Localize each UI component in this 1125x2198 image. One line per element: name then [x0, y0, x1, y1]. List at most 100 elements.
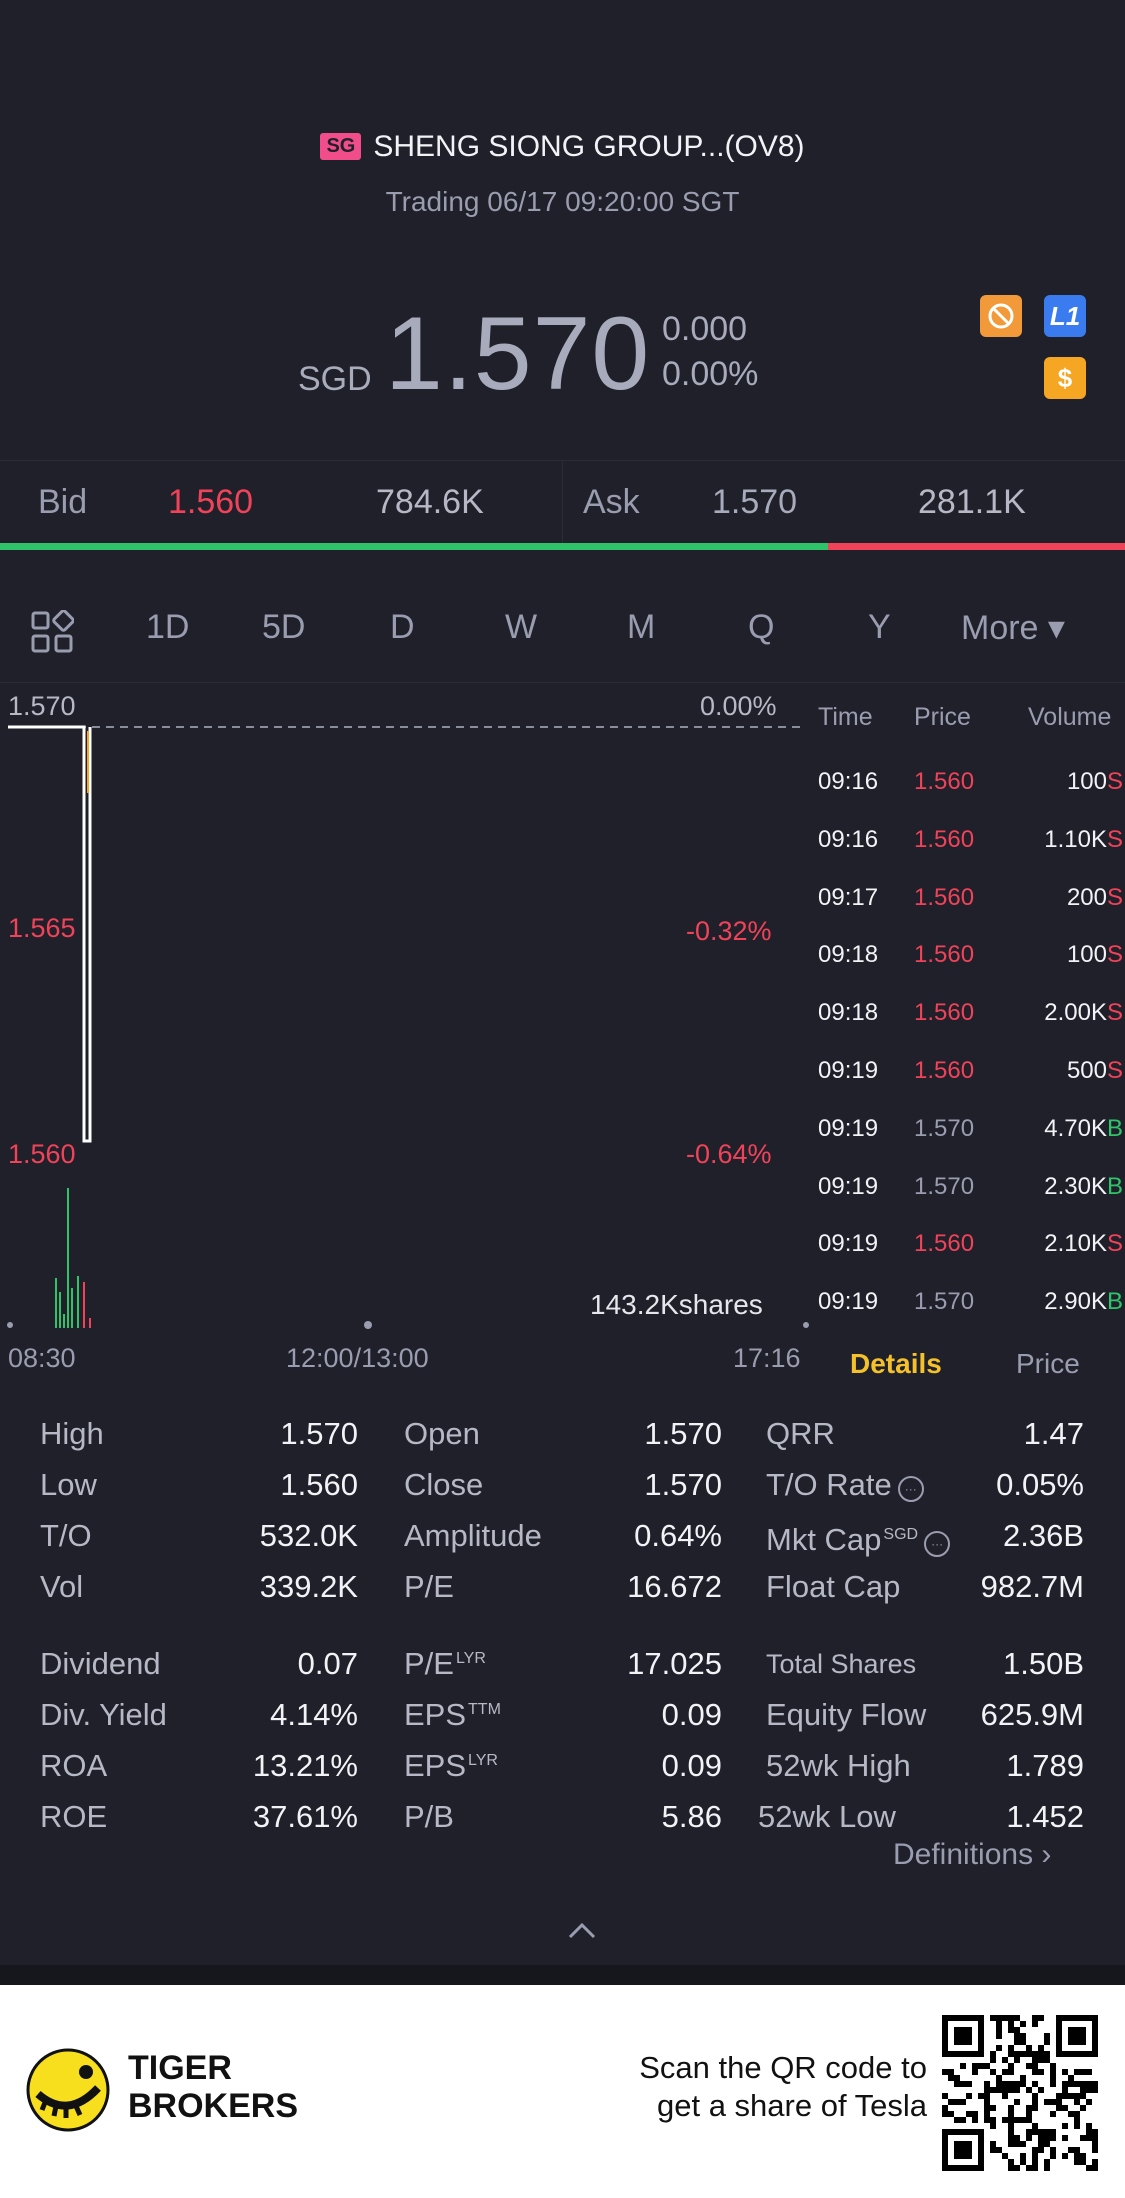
- stat-total-shares-label: Total Shares: [766, 1649, 917, 1679]
- stat-turnover-value: 532.0K: [259, 1518, 358, 1553]
- trade-row: 09:19 1.570 2.90K B: [810, 1288, 1125, 1346]
- price-line: [8, 725, 92, 1143]
- stat-qrr-label: QRR: [766, 1416, 835, 1451]
- brand-line-1: TIGER: [128, 2049, 232, 2087]
- trade-price: 1.560: [914, 941, 975, 969]
- tab-price[interactable]: Price: [1016, 1348, 1080, 1379]
- stat-high-label: High: [40, 1416, 104, 1451]
- stat-volume-label: Vol: [40, 1569, 84, 1604]
- stat-to-rate-name: T/O Rate: [766, 1467, 892, 1502]
- trade-time: 09:19: [818, 1230, 879, 1258]
- stat-roe-value: 37.61%: [252, 1799, 358, 1834]
- promo-line-1: Scan the QR code to: [639, 2050, 927, 2085]
- stat-pe-value: 16.672: [627, 1569, 722, 1604]
- stock-name: SHENG SIONG GROUP...(OV8): [373, 130, 805, 163]
- stat-div-yield-value: 4.14%: [270, 1697, 358, 1732]
- chart-svg: [7, 725, 809, 1329]
- promo-footer: TIGER BROKERS Scan the QR code to get a …: [0, 1985, 1125, 2198]
- intraday-chart[interactable]: 1.570 0.00% 1.565 -0.32% 1.560 -0.64% 14…: [0, 682, 810, 1373]
- layout-grid-icon[interactable]: [30, 609, 75, 659]
- stat-total-shares-value: 1.50B: [1002, 1646, 1084, 1681]
- stat-qrr-value: 1.47: [1023, 1416, 1084, 1451]
- trade-side: S: [1106, 825, 1123, 853]
- stat-volume-value: 339.2K: [259, 1569, 358, 1604]
- stat-eps-lyr-name: EPS: [404, 1748, 467, 1783]
- trade-volume: 100: [1066, 941, 1107, 969]
- stat-turnover-label: T/O: [40, 1518, 92, 1553]
- qr-code-icon[interactable]: [942, 2015, 1098, 2176]
- trade-price: 1.560: [914, 999, 975, 1027]
- tiger-logo-icon: [26, 2048, 110, 2137]
- stat-low-label: Low: [40, 1467, 97, 1502]
- volume-bars: [55, 1188, 91, 1328]
- tab-week[interactable]: W: [505, 608, 538, 646]
- bid-label: Bid: [38, 483, 88, 521]
- definitions-link[interactable]: Definitions ›: [893, 1838, 1051, 1872]
- stat-eps-ttm-name: EPS: [404, 1697, 467, 1732]
- ask-volume-bar: [828, 543, 1125, 550]
- stat-52wk-low-label: 52wk Low: [758, 1799, 896, 1834]
- stat-mktcap-name: Mkt Cap: [766, 1522, 882, 1557]
- trade-price: 1.560: [914, 768, 975, 795]
- trade-row: 09:19 1.570 2.30K B: [810, 1173, 1125, 1231]
- chevron-up-icon[interactable]: [562, 1915, 602, 1945]
- trade-volume: 2.10K: [1044, 1230, 1107, 1258]
- tab-month[interactable]: M: [627, 608, 656, 646]
- tab-quarter[interactable]: Q: [748, 608, 775, 646]
- trade-row: 09:18 1.560 2.00K S: [810, 999, 1125, 1057]
- trade-side: B: [1106, 1114, 1123, 1142]
- price-low-label: 1.560: [8, 1139, 76, 1169]
- info-icon[interactable]: ···: [897, 1476, 924, 1502]
- trading-status: Trading 06/17 09:20:00 SGT: [385, 186, 740, 217]
- pct-low-label: -0.64%: [686, 1139, 772, 1169]
- trade-side: B: [1106, 1288, 1123, 1316]
- tab-more[interactable]: More ▾: [961, 609, 1065, 647]
- trade-side: S: [1106, 768, 1123, 795]
- info-icon[interactable]: ···: [924, 1531, 951, 1557]
- dollar-icon[interactable]: $: [1044, 357, 1086, 399]
- trades-header-volume: Volume: [1028, 703, 1112, 731]
- trade-side: S: [1106, 1057, 1123, 1084]
- volume-total-label: 143.2Kshares: [590, 1289, 763, 1320]
- stat-float-cap-value: 982.7M: [980, 1569, 1084, 1604]
- stat-eps-ttm-value: 0.09: [661, 1697, 722, 1732]
- bid-volume-bar: [0, 543, 828, 550]
- stat-div-yield-label: Div. Yield: [40, 1697, 167, 1732]
- level1-icon[interactable]: L1: [1044, 295, 1086, 337]
- time-and-sales[interactable]: Time Price Volume 09:16 1.560 100 S 09:16 1.5…: [810, 682, 1125, 1379]
- trade-row: 09:16 1.560 100 S: [810, 768, 1125, 826]
- tab-day[interactable]: D: [390, 608, 415, 646]
- stat-dividend-value: 0.07: [297, 1646, 358, 1681]
- stat-mktcap-label: Mkt Cap SGD ···: [766, 1522, 951, 1558]
- brand-name: TIGER BROKERS: [128, 2049, 298, 2125]
- trade-volume: 100: [1066, 768, 1107, 795]
- time-mid-label: 12:00/13:00: [286, 1343, 429, 1373]
- bid-size: 784.6K: [376, 483, 484, 521]
- grid-glyph: [31, 609, 75, 653]
- chevron-up-glyph: [568, 1922, 596, 1939]
- trade-time: 09:19: [818, 1172, 879, 1200]
- trade-time: 09:18: [818, 941, 879, 969]
- stat-pb-label: P/B: [404, 1799, 454, 1834]
- qr-code-glyph: [942, 2015, 1098, 2171]
- promo-text: Scan the QR code to get a share of Tesla: [560, 2049, 927, 2125]
- trade-row: 09:17 1.560 200 S: [810, 884, 1125, 942]
- trade-side: S: [1106, 1230, 1123, 1258]
- price-top-label: 1.570: [8, 691, 76, 721]
- trade-time: 09:19: [818, 1057, 879, 1084]
- stat-52wk-low-value: 1.452: [1006, 1799, 1084, 1834]
- stat-pb-value: 5.86: [661, 1799, 722, 1834]
- tab-year[interactable]: Y: [868, 608, 891, 646]
- stat-52wk-high-label: 52wk High: [766, 1748, 911, 1783]
- tab-1d[interactable]: 1D: [146, 608, 190, 646]
- stat-mktcap-sup: SGD: [883, 1525, 919, 1543]
- trade-volume: 2.00K: [1044, 999, 1107, 1027]
- trade-time: 09:16: [818, 768, 879, 795]
- stats-panel: High 1.570 Low 1.560 T/O 532.0K Vol 339.…: [0, 1400, 1125, 1871]
- tab-details[interactable]: Details: [850, 1348, 942, 1379]
- trades-header-price: Price: [914, 703, 971, 731]
- stat-eps-ttm-sup: TTM: [468, 1700, 501, 1718]
- tab-5d[interactable]: 5D: [262, 608, 306, 646]
- no-short-icon[interactable]: [980, 295, 1022, 337]
- trade-row: 09:19 1.560 2.10K S: [810, 1230, 1125, 1288]
